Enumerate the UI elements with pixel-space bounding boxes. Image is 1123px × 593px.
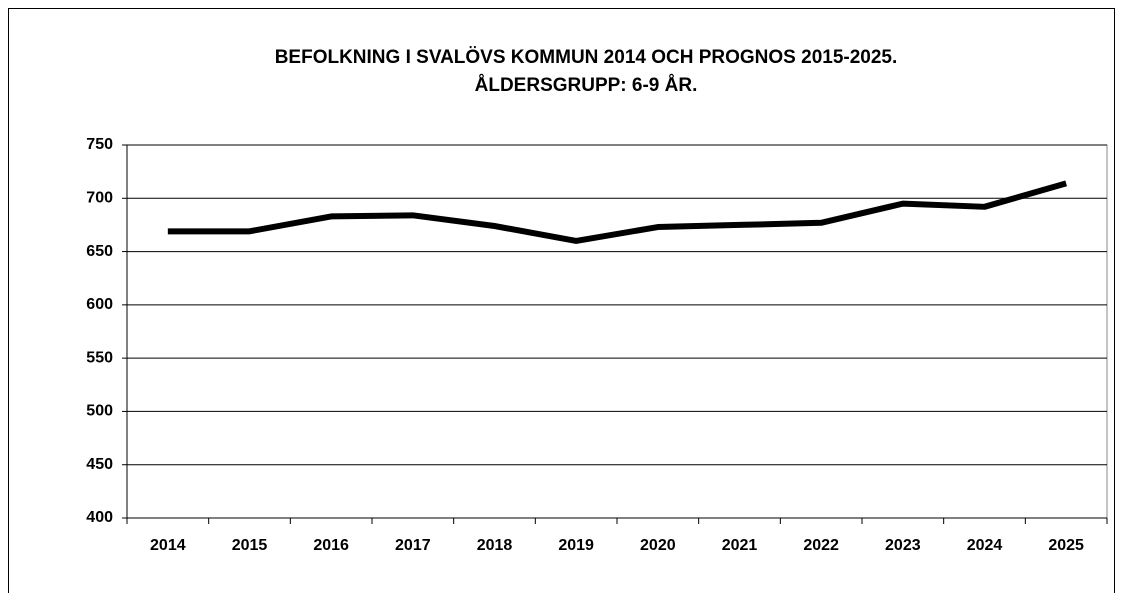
data-line — [167, 180, 1067, 244]
y-tick-label: 600 — [86, 296, 113, 313]
chart-title: ÅLDERSGRUPP: 6-9 ÅR. — [475, 75, 698, 96]
x-tick-label: 2014 — [150, 537, 186, 554]
y-tick-label: 550 — [86, 349, 113, 366]
y-tick-label: 400 — [86, 509, 113, 526]
x-tick-label: 2020 — [640, 537, 676, 554]
x-tick-label: 2018 — [477, 537, 513, 554]
y-tick-label: 450 — [86, 456, 113, 473]
x-tick-label: 2017 — [395, 537, 431, 554]
y-tick-label: 500 — [86, 403, 113, 420]
x-tick-label: 2022 — [803, 537, 839, 554]
y-tick-label: 650 — [86, 243, 113, 260]
plot-area — [126, 144, 1108, 519]
x-tick-label: 2019 — [558, 537, 594, 554]
x-tick-label: 2015 — [232, 537, 268, 554]
x-tick-label: 2023 — [885, 537, 921, 554]
y-tick-label: 700 — [86, 190, 113, 207]
chart-title: BEFOLKNING I SVALÖVS KOMMUN 2014 OCH PRO… — [275, 47, 898, 68]
x-tick-label: 2025 — [1048, 537, 1084, 554]
x-tick-label: 2016 — [313, 537, 349, 554]
x-tick-label: 2024 — [967, 537, 1003, 554]
y-tick-label: 750 — [86, 136, 113, 153]
x-tick-label: 2021 — [722, 537, 758, 554]
